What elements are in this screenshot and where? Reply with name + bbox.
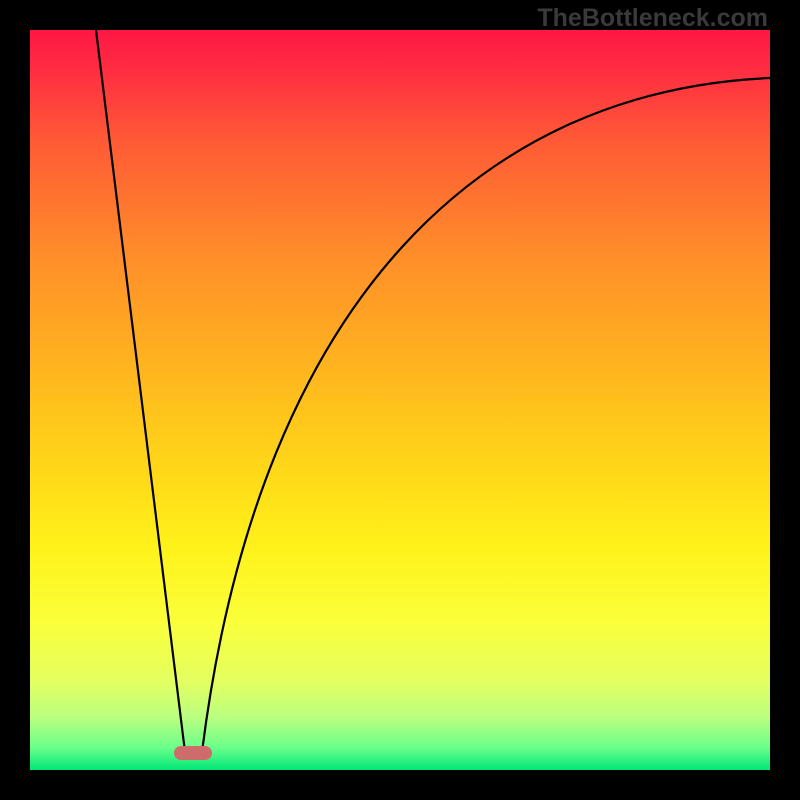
left-descent-line [96,30,185,752]
minimum-marker [174,746,212,760]
curve-layer [30,30,770,770]
chart-container: TheBottleneck.com [0,0,800,800]
watermark-text: TheBottleneck.com [537,4,768,33]
right-asymptote-curve [202,78,770,752]
plot-area [30,30,770,770]
